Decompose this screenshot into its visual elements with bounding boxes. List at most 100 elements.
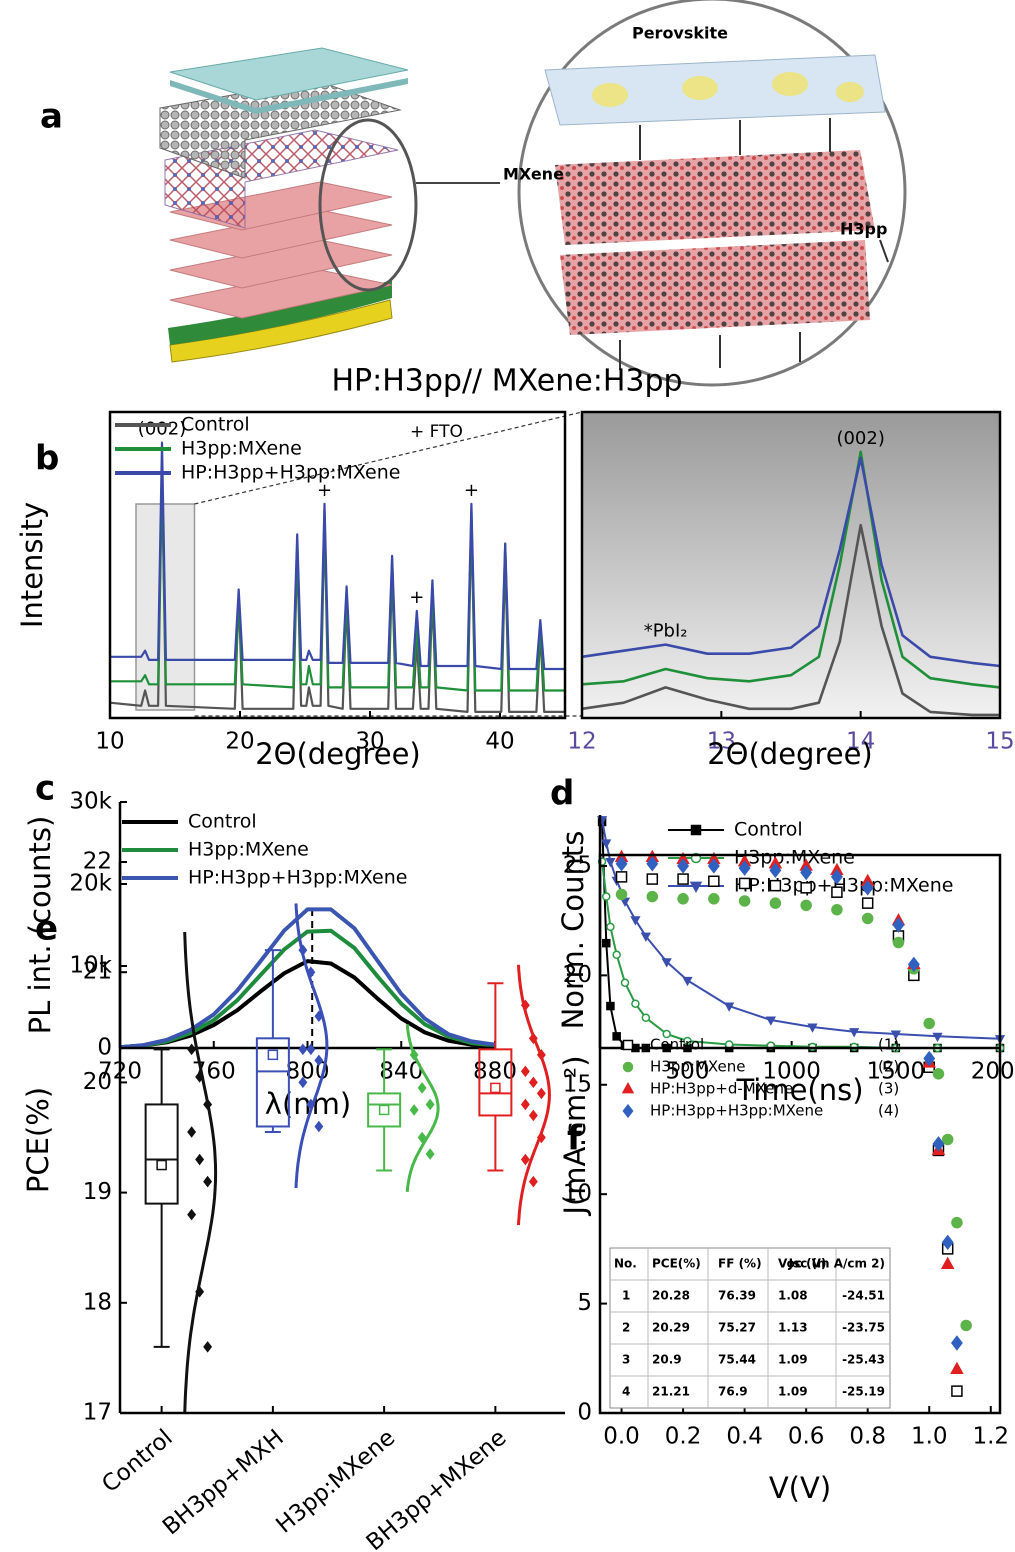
data-point <box>861 897 874 909</box>
data-point <box>677 893 689 905</box>
table-cell: 20.29 <box>652 1321 690 1335</box>
x-tick-label: 0.0 <box>603 1424 640 1450</box>
data-point <box>306 1043 316 1056</box>
data-point <box>606 1001 615 1011</box>
peak-label: (002) <box>836 428 884 449</box>
x-tick-label: 15 <box>985 729 1014 755</box>
y-tick-label: 18 <box>83 1289 112 1315</box>
x-tick-label: 14 <box>846 729 875 755</box>
series-line <box>601 819 1001 1040</box>
panel-letter: d <box>550 774 574 814</box>
legend-label: Control <box>181 414 250 436</box>
y-axis-label: PCE(%) <box>21 1087 55 1193</box>
y-tick-label: 20k <box>69 871 112 897</box>
data-point <box>907 956 920 973</box>
series-line <box>110 441 565 671</box>
table-cell: 1.09 <box>778 1385 808 1399</box>
table-cell: 3 <box>622 1353 630 1367</box>
table-cell: -23.75 <box>842 1321 885 1335</box>
annotation: + FTO <box>410 422 463 442</box>
box <box>255 1037 290 1128</box>
data-point <box>890 1030 901 1040</box>
mean <box>490 1082 501 1094</box>
table-cell: 4 <box>622 1385 630 1399</box>
table-header: No. <box>614 1257 637 1271</box>
data-point <box>646 890 659 903</box>
data-point <box>417 1131 427 1144</box>
y-axis-label: Norm. Counts <box>556 831 590 1030</box>
legend-label: H3pp:MXene <box>188 839 309 861</box>
data-point <box>195 1153 205 1166</box>
table-cell: 20.9 <box>652 1353 682 1367</box>
table-header: PCE(%) <box>652 1257 701 1271</box>
data-point <box>298 1076 308 1089</box>
x-tick-label: 20 <box>225 729 254 755</box>
legend-label: Control <box>188 811 257 833</box>
data-point <box>203 1341 213 1353</box>
peak-label: + <box>317 480 332 501</box>
table-cell: -25.43 <box>842 1353 885 1367</box>
data-point <box>425 1148 435 1160</box>
data-point <box>528 1109 538 1122</box>
legend-marker <box>621 1082 635 1094</box>
data-point <box>923 1017 935 1030</box>
table-cell: 1 <box>622 1289 630 1303</box>
data-point <box>612 1032 621 1041</box>
data-point <box>631 999 640 1008</box>
data-point <box>707 858 720 874</box>
data-point <box>800 899 812 912</box>
x-tick-label: 1.0 <box>911 1424 948 1450</box>
y-axis-label: Intensity <box>15 502 49 628</box>
data-point <box>892 917 905 933</box>
data-point <box>646 856 659 872</box>
data-point <box>861 880 874 896</box>
x-tick-label: 10 <box>95 729 124 755</box>
table-cell: 1.08 <box>778 1289 808 1303</box>
data-point <box>831 886 843 898</box>
data-point <box>951 1216 963 1229</box>
data-point <box>601 839 612 849</box>
plot-frame <box>580 410 1002 720</box>
data-point <box>605 858 616 868</box>
data-point <box>892 936 905 949</box>
data-point <box>807 1023 818 1033</box>
data-point <box>203 1175 213 1188</box>
data-point <box>187 1126 197 1138</box>
y-tick-label: 10k <box>69 953 112 979</box>
data-point <box>800 882 812 894</box>
plot-frame <box>598 853 1002 1415</box>
data-point <box>520 1098 530 1111</box>
zoom-connector <box>194 411 583 505</box>
table-cell: -24.51 <box>842 1289 885 1303</box>
table-cell: -25.19 <box>842 1385 885 1399</box>
x-tick-label: BH3pp+MXH <box>158 1425 289 1541</box>
y-tick-label: 19 <box>83 1179 112 1205</box>
panel-letter: e <box>35 909 58 949</box>
data-point <box>683 1036 692 1046</box>
data-point <box>738 877 751 890</box>
data-point <box>646 873 659 885</box>
x-tick-label: 12 <box>567 729 596 755</box>
peak-label: (002) <box>138 419 186 440</box>
x-tick-label: Control <box>97 1425 177 1498</box>
y-tick-label: 20 <box>83 1069 112 1095</box>
table-cell: 21.21 <box>652 1385 690 1399</box>
legend-tag: (1) <box>878 1036 899 1054</box>
illustration-caption: HP:H3pp// MXene:H3pp <box>331 364 682 399</box>
legend-marker <box>689 881 703 893</box>
table-header: Voc (V) <box>778 1257 826 1271</box>
box <box>367 1092 402 1128</box>
data-point <box>831 903 843 916</box>
y-tick-label: 0 <box>97 1035 112 1061</box>
data-point <box>769 897 782 909</box>
distribution-curve <box>517 964 551 1226</box>
data-point <box>615 888 628 901</box>
series-line <box>581 450 1001 689</box>
table-cell: 1.09 <box>778 1353 808 1367</box>
y-tick-label: 17 <box>83 1400 112 1426</box>
plot-background <box>582 412 1000 718</box>
data-point <box>932 1136 945 1152</box>
data-point <box>606 922 615 932</box>
x-axis-label: 2Θ(degree) <box>707 737 873 771</box>
